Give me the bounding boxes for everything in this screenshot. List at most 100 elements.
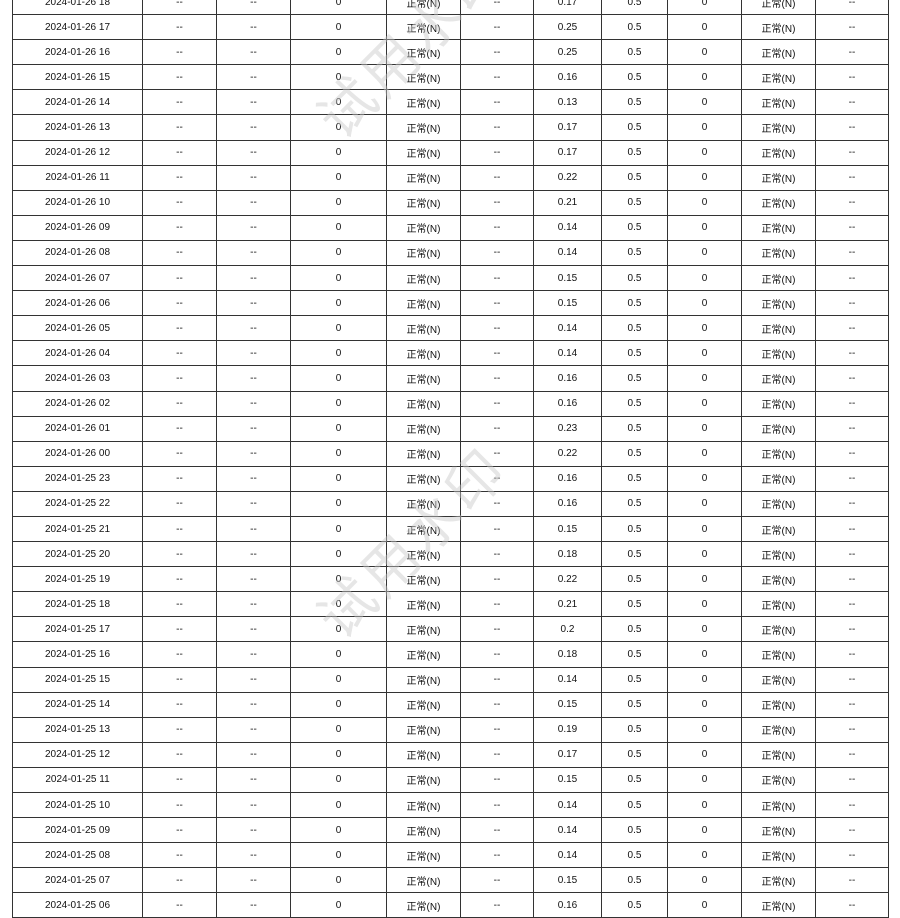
table-row: 2024-01-26 00 -- -- 0 正常(N) -- 0.22 0.5 0 正常(N) -- — [12, 440, 889, 467]
table-body: 2024-01-26 18 -- -- 0 正常(N) -- 0.17 0.5 0 正常(N) --… — [12, 0, 889, 918]
time-cell: 2024-01-26 18 — [12, 0, 143, 16]
value-cell: -- — [460, 440, 534, 467]
table-row: 2024-01-25 09 -- -- 0 正常(N) -- 0.14 0.5 0 正常(N) -- — [12, 817, 889, 844]
value-cell: -- — [216, 89, 291, 116]
value-cell: -- — [815, 566, 889, 593]
time-cell: 2024-01-25 09 — [12, 817, 143, 844]
value-cell: 0.25 — [533, 39, 602, 66]
value-cell: 正常(N) — [386, 239, 461, 267]
value-cell: 正常(N) — [386, 817, 461, 844]
value-cell: -- — [142, 0, 217, 16]
value-cell: 0.5 — [601, 440, 668, 467]
value-cell: 0 — [290, 415, 387, 442]
value-cell: -- — [460, 214, 534, 241]
time-cell: 2024-01-25 13 — [12, 716, 143, 743]
value-cell: -- — [815, 214, 889, 241]
value-cell: 0.16 — [533, 490, 602, 517]
table-row: 2024-01-26 13 -- -- 0 正常(N) -- 0.17 0.5 0 正常(N) -- — [12, 114, 889, 141]
value-cell: -- — [142, 365, 217, 392]
value-cell: -- — [815, 89, 889, 116]
value-cell: -- — [216, 791, 291, 819]
value-cell: 0.15 — [533, 766, 602, 794]
value-cell: -- — [142, 114, 217, 141]
table-row: 2024-01-25 22 -- -- 0 正常(N) -- 0.16 0.5 0 正常(N) -- — [12, 490, 889, 517]
value-cell: 正常(N) — [741, 892, 816, 918]
time-cell: 2024-01-25 11 — [12, 766, 143, 794]
value-cell: -- — [142, 666, 217, 693]
value-cell: 0 — [290, 465, 387, 492]
value-cell: 0.18 — [533, 641, 602, 668]
value-cell: 0.15 — [533, 691, 602, 718]
table-row: 2024-01-25 14 -- -- 0 正常(N) -- 0.15 0.5 0 正常(N) -- — [12, 691, 889, 718]
table-row: 2024-01-25 20 -- -- 0 正常(N) -- 0.18 0.5 0 正常(N) -- — [12, 541, 889, 568]
value-cell: -- — [142, 490, 217, 517]
value-cell: 正常(N) — [386, 515, 461, 543]
value-cell: 正常(N) — [386, 14, 461, 41]
value-cell: -- — [815, 189, 889, 216]
value-cell: 正常(N) — [386, 189, 461, 216]
value-cell: -- — [142, 566, 217, 593]
value-cell: 正常(N) — [386, 114, 461, 141]
value-cell: 0 — [290, 766, 387, 794]
value-cell: 正常(N) — [741, 616, 816, 643]
value-cell: 正常(N) — [741, 39, 816, 66]
value-cell: -- — [216, 716, 291, 743]
value-cell: 0 — [290, 39, 387, 66]
value-cell: -- — [216, 214, 291, 241]
value-cell: 0.16 — [533, 892, 602, 918]
value-cell: 0 — [667, 189, 742, 216]
time-cell: 2024-01-26 09 — [12, 214, 143, 241]
time-cell: 2024-01-25 15 — [12, 666, 143, 693]
value-cell: -- — [142, 465, 217, 492]
table-row: 2024-01-26 05 -- -- 0 正常(N) -- 0.14 0.5 0 正常(N) -- — [12, 315, 889, 342]
value-cell: -- — [460, 164, 534, 191]
table-row: 2024-01-26 18 -- -- 0 正常(N) -- 0.17 0.5 0 正常(N) -- — [12, 0, 889, 16]
table-row: 2024-01-25 12 -- -- 0 正常(N) -- 0.17 0.5 0 正常(N) -- — [12, 741, 889, 768]
value-cell: 正常(N) — [386, 541, 461, 568]
value-cell: -- — [815, 691, 889, 718]
value-cell: 正常(N) — [741, 716, 816, 743]
table-row: 2024-01-25 13 -- -- 0 正常(N) -- 0.19 0.5 0 正常(N) -- — [12, 716, 889, 743]
value-cell: 正常(N) — [386, 0, 461, 16]
value-cell: -- — [815, 842, 889, 869]
value-cell: 0.14 — [533, 817, 602, 844]
table-row: 2024-01-26 10 -- -- 0 正常(N) -- 0.21 0.5 0 正常(N) -- — [12, 189, 889, 216]
value-cell: 0 — [667, 14, 742, 41]
value-cell: -- — [815, 39, 889, 66]
value-cell: -- — [815, 641, 889, 668]
value-cell: 0 — [667, 465, 742, 492]
value-cell: 正常(N) — [741, 766, 816, 794]
value-cell: 正常(N) — [386, 616, 461, 643]
time-cell: 2024-01-25 06 — [12, 892, 143, 918]
value-cell: 正常(N) — [741, 666, 816, 693]
value-cell: 正常(N) — [741, 817, 816, 844]
value-cell: 正常(N) — [741, 791, 816, 819]
value-cell: -- — [216, 315, 291, 342]
value-cell: 0 — [667, 114, 742, 141]
value-cell: 0 — [290, 716, 387, 743]
value-cell: 0.23 — [533, 415, 602, 442]
value-cell: 0 — [290, 892, 387, 918]
table-row: 2024-01-25 21 -- -- 0 正常(N) -- 0.15 0.5 0 正常(N) -- — [12, 515, 889, 543]
value-cell: -- — [815, 365, 889, 392]
value-cell: -- — [216, 415, 291, 442]
value-cell: -- — [216, 842, 291, 869]
time-cell: 2024-01-26 11 — [12, 164, 143, 191]
value-cell: -- — [460, 791, 534, 819]
value-cell: -- — [142, 716, 217, 743]
value-cell: -- — [460, 189, 534, 216]
value-cell: 0 — [667, 616, 742, 643]
value-cell: -- — [460, 315, 534, 342]
value-cell: 正常(N) — [386, 741, 461, 768]
table-row: 2024-01-26 04 -- -- 0 正常(N) -- 0.14 0.5 0 正常(N) -- — [12, 340, 889, 367]
value-cell: 0.5 — [601, 892, 668, 918]
time-cell: 2024-01-26 10 — [12, 189, 143, 216]
time-cell: 2024-01-26 14 — [12, 89, 143, 116]
value-cell: -- — [460, 415, 534, 442]
value-cell: 0 — [667, 490, 742, 517]
value-cell: -- — [815, 817, 889, 844]
value-cell: 0 — [290, 265, 387, 292]
value-cell: 正常(N) — [741, 89, 816, 116]
value-cell: -- — [460, 515, 534, 543]
value-cell: 正常(N) — [741, 139, 816, 166]
